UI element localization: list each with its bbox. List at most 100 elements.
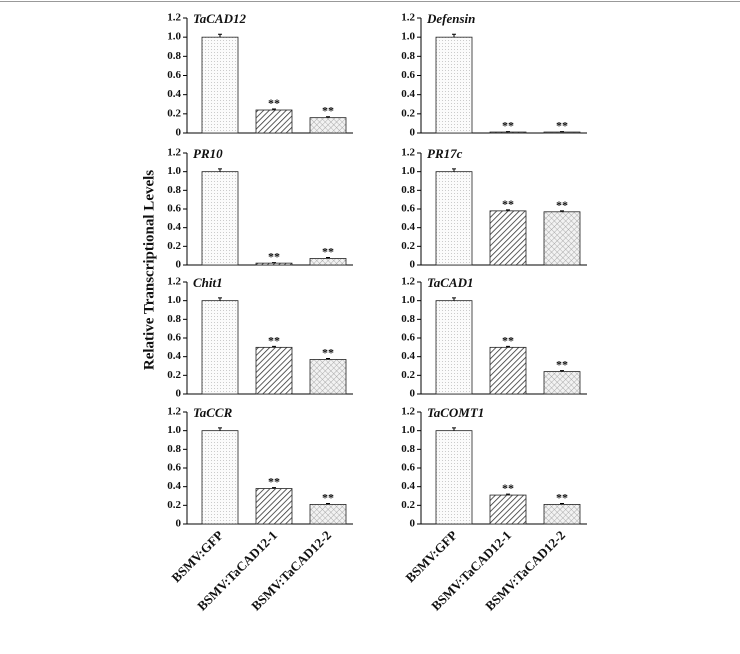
bar <box>201 36 239 134</box>
y-tick-label: 0.6 <box>167 203 181 215</box>
y-tick-label: 0.2 <box>401 107 415 119</box>
bar <box>543 503 581 525</box>
y-tick-label: 0.4 <box>401 350 415 362</box>
y-tick-label: 1.0 <box>401 31 415 43</box>
y-tick-label: 0.2 <box>167 499 181 511</box>
panel-title: TaCAD12 <box>193 11 246 26</box>
error-bar <box>218 33 222 38</box>
error-bar <box>326 257 330 259</box>
significance: ** <box>556 119 568 133</box>
error-bar <box>560 370 564 372</box>
error-bar <box>218 168 222 172</box>
significance: ** <box>556 198 568 212</box>
significance: ** <box>268 475 280 489</box>
y-tick-label: 1.0 <box>401 165 415 177</box>
y-tick-label: 0 <box>176 127 182 139</box>
panel-title: TaCAD1 <box>427 275 473 290</box>
error-bar <box>452 297 456 301</box>
significance: ** <box>322 346 334 360</box>
bar <box>435 36 473 134</box>
significance: ** <box>322 245 334 259</box>
error-bar <box>326 358 330 360</box>
error-bar <box>272 108 276 110</box>
error-bar <box>326 116 330 118</box>
y-tick-label: 0.6 <box>167 69 181 81</box>
error-bar <box>506 345 510 348</box>
y-tick-label: 0.6 <box>167 462 181 474</box>
y-tick-label: 1.2 <box>401 276 415 288</box>
y-tick-label: 1.0 <box>167 165 181 177</box>
y-tick-label: 1.0 <box>401 424 415 436</box>
bar <box>543 371 581 395</box>
y-tick-label: 0.6 <box>401 332 415 344</box>
y-tick-label: 1.0 <box>167 31 181 43</box>
significance: ** <box>322 104 334 118</box>
bar <box>201 430 239 525</box>
y-axis-label: Relative Transcriptional Levels <box>141 170 157 370</box>
x-tick-label: BSMV:GFP <box>168 527 226 585</box>
significance: ** <box>556 358 568 372</box>
panel-title: TaCOMT1 <box>427 405 484 420</box>
bar <box>309 503 347 525</box>
y-tick-label: 1.2 <box>401 406 415 418</box>
y-tick-label: 1.0 <box>401 294 415 306</box>
error-bar <box>452 427 456 431</box>
panel-title: TaCCR <box>193 405 233 420</box>
bar <box>489 494 527 525</box>
y-tick-label: 1.0 <box>167 424 181 436</box>
y-tick-label: 0.8 <box>401 50 415 62</box>
significance: ** <box>268 96 280 110</box>
error-bar <box>506 493 510 496</box>
y-tick-label: 1.2 <box>167 147 181 159</box>
y-tick-label: 0 <box>176 388 182 400</box>
y-tick-label: 0.8 <box>167 184 181 196</box>
y-tick-label: 0.2 <box>167 107 181 119</box>
y-tick-label: 1.2 <box>401 147 415 159</box>
y-tick-label: 0 <box>410 518 416 530</box>
significance: ** <box>268 250 280 264</box>
y-tick-label: 0.8 <box>401 184 415 196</box>
panel-title: Chit1 <box>193 275 223 290</box>
y-tick-label: 0.4 <box>167 480 181 492</box>
significance: ** <box>502 481 514 495</box>
error-bar <box>506 209 510 211</box>
y-tick-label: 0.2 <box>401 499 415 511</box>
y-tick-label: 0.4 <box>167 88 181 100</box>
significance: ** <box>502 119 514 133</box>
significance: ** <box>502 197 514 211</box>
error-bar <box>560 210 564 212</box>
error-bar <box>560 502 564 505</box>
significance: ** <box>322 490 334 504</box>
y-tick-label: 0.8 <box>167 313 181 325</box>
y-tick-label: 0.6 <box>401 69 415 81</box>
y-tick-label: 0.8 <box>167 443 181 455</box>
error-bar <box>452 33 456 38</box>
y-tick-label: 0.2 <box>401 240 415 252</box>
y-tick-label: 0.2 <box>167 369 181 381</box>
y-tick-label: 0.6 <box>401 203 415 215</box>
bar <box>309 359 347 395</box>
error-bar <box>272 345 276 348</box>
bar <box>255 109 293 134</box>
error-bar <box>326 502 330 505</box>
bar <box>201 300 239 395</box>
y-tick-label: 0.2 <box>167 240 181 252</box>
y-tick-label: 0 <box>176 518 182 530</box>
y-tick-label: 0.4 <box>401 480 415 492</box>
y-tick-label: 0 <box>410 388 416 400</box>
y-tick-label: 0.8 <box>401 313 415 325</box>
bar <box>309 258 347 266</box>
panel-title: PR10 <box>193 146 223 161</box>
bar <box>309 117 347 134</box>
y-tick-label: 0 <box>176 259 182 271</box>
y-tick-label: 0.4 <box>401 221 415 233</box>
y-tick-label: 0.4 <box>167 350 181 362</box>
y-tick-label: 1.2 <box>167 276 181 288</box>
y-tick-label: 0.4 <box>401 88 415 100</box>
y-tick-label: 1.0 <box>167 294 181 306</box>
y-tick-label: 0 <box>410 259 416 271</box>
bar <box>435 171 473 266</box>
error-bar <box>218 427 222 431</box>
significance: ** <box>556 490 568 504</box>
